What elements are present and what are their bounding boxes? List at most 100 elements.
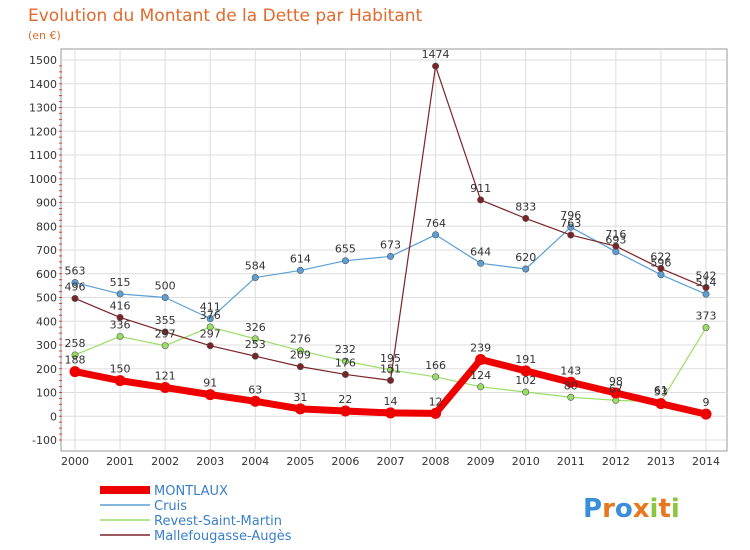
data-point (71, 294, 79, 302)
x-tick-label: 2010 (512, 455, 540, 468)
data-point (567, 231, 575, 239)
data-point (251, 352, 259, 360)
x-tick-label: 2014 (692, 455, 720, 468)
data-point (116, 332, 124, 340)
legend-entry: MONTLAUX (154, 484, 228, 499)
data-point (341, 370, 349, 378)
data-point (294, 403, 306, 415)
x-tick-label: 2002 (151, 455, 179, 468)
data-label: 764 (425, 217, 446, 230)
x-tick-label: 2007 (377, 455, 405, 468)
x-tick-label: 2009 (467, 455, 495, 468)
data-label: 98 (609, 375, 623, 388)
data-label: 596 (650, 257, 671, 270)
data-point (296, 363, 304, 371)
data-label: 31 (293, 391, 307, 404)
data-point (657, 265, 665, 273)
data-point (251, 335, 259, 343)
data-label: 53 (654, 386, 668, 399)
data-point (386, 376, 394, 384)
data-point (116, 313, 124, 321)
data-point (475, 353, 487, 365)
data-label: 297 (200, 328, 221, 341)
data-point (702, 284, 710, 292)
data-point (114, 375, 126, 387)
y-tick-label: 700 (36, 244, 57, 257)
data-label: 833 (515, 200, 536, 213)
data-point (522, 214, 530, 222)
y-tick-label: 1300 (29, 102, 57, 115)
data-label: 232 (335, 343, 356, 356)
data-label: 124 (470, 369, 491, 382)
y-tick-label: 200 (36, 363, 57, 376)
data-label: 143 (560, 364, 581, 377)
data-label: 355 (155, 314, 176, 327)
data-label: 515 (110, 276, 131, 289)
data-label: 716 (605, 228, 626, 241)
data-point (477, 383, 485, 391)
data-label: 121 (155, 370, 176, 383)
data-point (161, 293, 169, 301)
data-point (520, 365, 532, 377)
x-tick-label: 2006 (331, 455, 359, 468)
data-label: 61 (654, 384, 668, 397)
data-label: 763 (560, 217, 581, 230)
data-point (159, 382, 171, 394)
data-label: 1474 (422, 48, 450, 61)
x-tick-label: 2000 (61, 455, 89, 468)
data-label: 376 (200, 309, 221, 322)
y-axis-ticks: -100 0 100 200 300 400 500 600 700 800 900 1000 1100… (29, 54, 57, 447)
data-point (71, 351, 79, 359)
data-point (477, 259, 485, 267)
data-point (702, 290, 710, 298)
data-point (204, 389, 216, 401)
data-label: 514 (696, 276, 717, 289)
data-label: 622 (650, 251, 671, 264)
data-label: 22 (338, 393, 352, 406)
data-point (161, 328, 169, 336)
data-point (430, 407, 442, 419)
logo-letter: o (615, 494, 633, 524)
data-point (161, 342, 169, 350)
y-tick-label: 0 (50, 410, 57, 423)
data-label: 326 (245, 321, 266, 334)
data-point (522, 265, 530, 273)
data-label: 693 (605, 234, 626, 247)
y-tick-label: -100 (32, 434, 57, 447)
y-tick-label: 300 (36, 339, 57, 352)
data-label: 673 (380, 238, 401, 251)
data-label: 188 (65, 354, 86, 367)
data-label: 80 (564, 379, 578, 392)
logo-letter: P (583, 494, 602, 524)
legend: MONTLAUXCruisRevest-Saint-MartinMallefou… (100, 484, 292, 544)
y-tick-label: 800 (36, 220, 57, 233)
x-tick-label: 2013 (647, 455, 675, 468)
x-tick-label: 2004 (241, 455, 269, 468)
data-point (249, 395, 261, 407)
series-labels-0: 188 150 121 91 63 31 22 14 12 239 191 143 98 53 9 (65, 341, 710, 409)
data-point (567, 223, 575, 231)
x-axis-ticks: 2000 2001 2002 2003 2004 2005 2006 2007 2008 2009… (61, 455, 720, 468)
data-point (206, 315, 214, 323)
data-point (610, 387, 622, 399)
x-tick-label: 2001 (106, 455, 134, 468)
data-point (385, 407, 396, 419)
data-label: 195 (380, 352, 401, 365)
data-label: 91 (203, 377, 217, 390)
data-label: 584 (245, 260, 266, 273)
data-label: 12 (429, 395, 443, 408)
legend-entry: Mallefougasse-Augès (154, 529, 292, 544)
data-label: 500 (155, 280, 176, 293)
series-0 (69, 353, 712, 420)
data-point (206, 323, 214, 331)
data-point (432, 231, 440, 239)
legend-entry: Cruis (154, 499, 187, 514)
data-point (432, 373, 440, 381)
y-tick-label: 1400 (29, 78, 57, 91)
x-tick-label: 2012 (602, 455, 630, 468)
data-label: 253 (245, 338, 266, 351)
y-tick-label: 500 (36, 292, 57, 305)
data-label: 191 (515, 353, 536, 366)
data-point (702, 324, 710, 332)
